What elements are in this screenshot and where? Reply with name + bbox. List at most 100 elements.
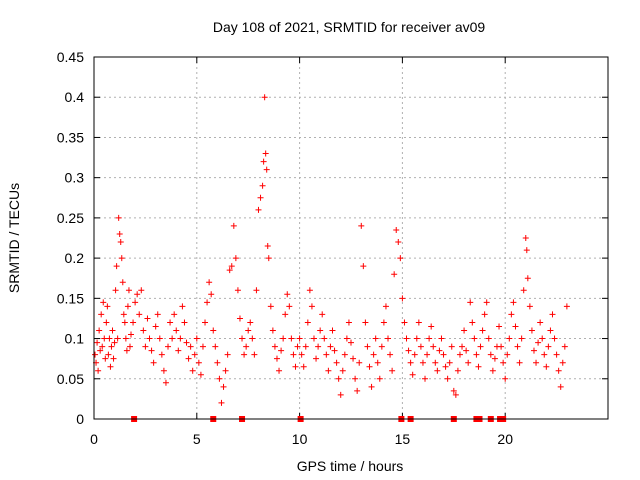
data-point xyxy=(260,158,267,165)
data-point xyxy=(230,222,237,229)
data-point xyxy=(440,351,447,358)
data-point xyxy=(524,275,531,282)
data-point xyxy=(261,94,268,101)
data-point xyxy=(245,327,252,334)
data-point xyxy=(424,351,431,358)
data-point xyxy=(422,375,429,382)
data-point xyxy=(263,166,270,173)
data-point xyxy=(512,323,519,330)
data-point xyxy=(376,375,383,382)
data-point xyxy=(162,379,169,386)
grid xyxy=(94,57,608,419)
data-point xyxy=(158,351,165,358)
x-tick-label: 10 xyxy=(292,431,308,447)
data-point xyxy=(496,323,503,330)
data-point xyxy=(368,383,375,390)
y-tick-label: 0.15 xyxy=(57,290,84,306)
data-point xyxy=(92,351,99,358)
data-point xyxy=(199,343,206,350)
data-point xyxy=(140,327,147,334)
x-axis-ticks: 0 5 10 15 20 xyxy=(90,57,513,447)
data-point xyxy=(378,343,385,350)
data-point xyxy=(380,319,387,326)
plot-frame xyxy=(93,56,609,420)
y-tick-label: 0.2 xyxy=(65,250,85,266)
data-point xyxy=(358,222,365,229)
data-point xyxy=(282,311,289,318)
data-point xyxy=(185,355,192,362)
data-point xyxy=(228,263,235,270)
data-point xyxy=(226,267,233,274)
data-point xyxy=(401,319,408,326)
data-point xyxy=(454,367,461,374)
data-point xyxy=(112,287,119,294)
data-point xyxy=(506,335,513,342)
data-point xyxy=(315,343,322,350)
data-point xyxy=(323,351,330,358)
data-point xyxy=(487,351,494,358)
data-point xyxy=(173,327,180,334)
data-point xyxy=(298,351,305,358)
data-point xyxy=(393,226,400,233)
data-point xyxy=(405,347,412,354)
data-point xyxy=(319,311,326,318)
data-point xyxy=(407,359,414,366)
data-point xyxy=(518,335,525,342)
data-point xyxy=(118,255,125,262)
data-point xyxy=(335,375,342,382)
data-point xyxy=(273,355,280,362)
data-point xyxy=(514,343,521,350)
data-point xyxy=(559,359,566,366)
data-point xyxy=(547,327,554,334)
data-point xyxy=(110,355,117,362)
data-point xyxy=(160,367,167,374)
data-point xyxy=(469,319,476,326)
data-point xyxy=(539,335,546,342)
data-point xyxy=(109,327,116,334)
data-point xyxy=(214,359,221,366)
data-point xyxy=(264,243,271,250)
data-point xyxy=(243,343,250,350)
data-point xyxy=(360,263,367,270)
data-point xyxy=(452,391,459,398)
data-point xyxy=(364,343,371,350)
data-point xyxy=(257,194,264,201)
data-point xyxy=(120,311,127,318)
data-point xyxy=(171,311,178,318)
data-point xyxy=(442,363,449,370)
data-point xyxy=(255,206,262,213)
data-point xyxy=(489,367,496,374)
data-point xyxy=(132,299,139,306)
y-tick-label: 0.25 xyxy=(57,210,84,226)
data-point xyxy=(504,351,511,358)
data-point xyxy=(345,319,352,326)
data-point xyxy=(154,311,161,318)
data-point xyxy=(537,319,544,326)
data-point xyxy=(156,335,163,342)
data-point xyxy=(148,347,155,354)
data-point xyxy=(179,303,186,310)
data-point xyxy=(290,351,297,358)
data-point xyxy=(465,359,472,366)
data-point xyxy=(485,335,492,342)
data-point xyxy=(399,295,406,302)
data-point xyxy=(106,335,113,342)
data-point xyxy=(366,363,373,370)
x-tick-label: 0 xyxy=(90,431,98,447)
data-point xyxy=(428,323,435,330)
data-point xyxy=(167,319,174,326)
data-point xyxy=(409,371,416,378)
data-point xyxy=(259,182,266,189)
data-point xyxy=(241,351,248,358)
data-point xyxy=(175,347,182,354)
data-point xyxy=(391,271,398,278)
data-point xyxy=(97,347,104,354)
chart-title: Day 108 of 2021, SRMTID for receiver av0… xyxy=(213,19,486,35)
data-point xyxy=(114,335,121,342)
data-point xyxy=(216,375,223,382)
data-point xyxy=(354,387,361,394)
data-point xyxy=(142,343,149,350)
data-point xyxy=(436,347,443,354)
data-point xyxy=(115,214,122,221)
